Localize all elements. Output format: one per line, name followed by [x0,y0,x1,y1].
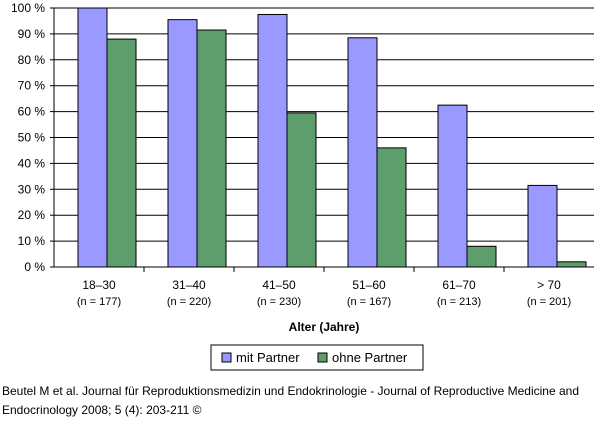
bar-chart: 0 % 10 % 20 % 30 % 40 % 50 % 60 % 70 % 80 % 90 % 1… [11,1,594,371]
y-tick-label: 30 % [18,182,46,196]
y-tick-label: 10 % [18,234,46,248]
bar-ohne-partner [466,245,497,268]
bar-ohne-partner [556,261,587,268]
y-tick-label: 60 % [18,105,46,119]
x-tick-label: 61–70 [442,278,476,292]
bar-ohne-partner [376,147,407,268]
bar-mit-partner [167,19,198,268]
bar-mit-partner [257,13,288,268]
legend-label: ohne Partner [332,350,408,365]
bar-mit-partner [527,184,558,268]
x-tick-label: 31–40 [172,278,206,292]
x-tick-count: (n = 167) [347,296,391,308]
bar-mit-partner [437,104,468,268]
y-axis-ticks: 0 % 10 % 20 % 30 % 40 % 50 % 60 % 70 % 80 % 90 % 1… [11,1,54,274]
y-tick-label: 70 % [18,79,46,93]
gridlines [54,7,594,242]
x-tick-label: 41–50 [262,278,296,292]
x-axis-ticks: 18–30 (n = 177) 31–40 (n = 220) 41–50 (n = 23… [77,267,571,308]
y-tick-label: 40 % [18,156,46,170]
legend-label: mit Partner [236,350,300,365]
x-tick-count: (n = 177) [77,296,121,308]
y-tick-label: 20 % [18,208,46,222]
legend-swatch [317,352,328,363]
x-tick-label: 18–30 [82,278,116,292]
legend-frame [210,344,424,371]
legend-swatch [221,352,232,363]
x-tick-count: (n = 201) [527,296,571,308]
y-tick-label: 100 % [11,1,45,15]
y-tick-label: 0 % [24,260,45,274]
x-tick-count: (n = 213) [437,296,481,308]
y-tick-label: 90 % [18,27,46,41]
x-axis-title: Alter (Jahre) [289,320,360,334]
y-tick-label: 80 % [18,53,46,67]
bar-ohne-partner [106,38,137,268]
bar-mit-partner [77,7,108,268]
x-tick-count: (n = 230) [257,296,301,308]
bar-ohne-partner [286,112,317,268]
legend: mit Partner ohne Partner [210,344,424,371]
x-tick-label: > 70 [537,278,561,292]
x-tick-label: 51–60 [352,278,386,292]
citation: Beutel M et al. Journal für Reproduktion… [2,384,579,417]
y-tick-label: 50 % [18,131,46,145]
x-tick-count: (n = 220) [167,296,211,308]
bar-ohne-partner [196,29,227,268]
bar-mit-partner [347,37,378,268]
